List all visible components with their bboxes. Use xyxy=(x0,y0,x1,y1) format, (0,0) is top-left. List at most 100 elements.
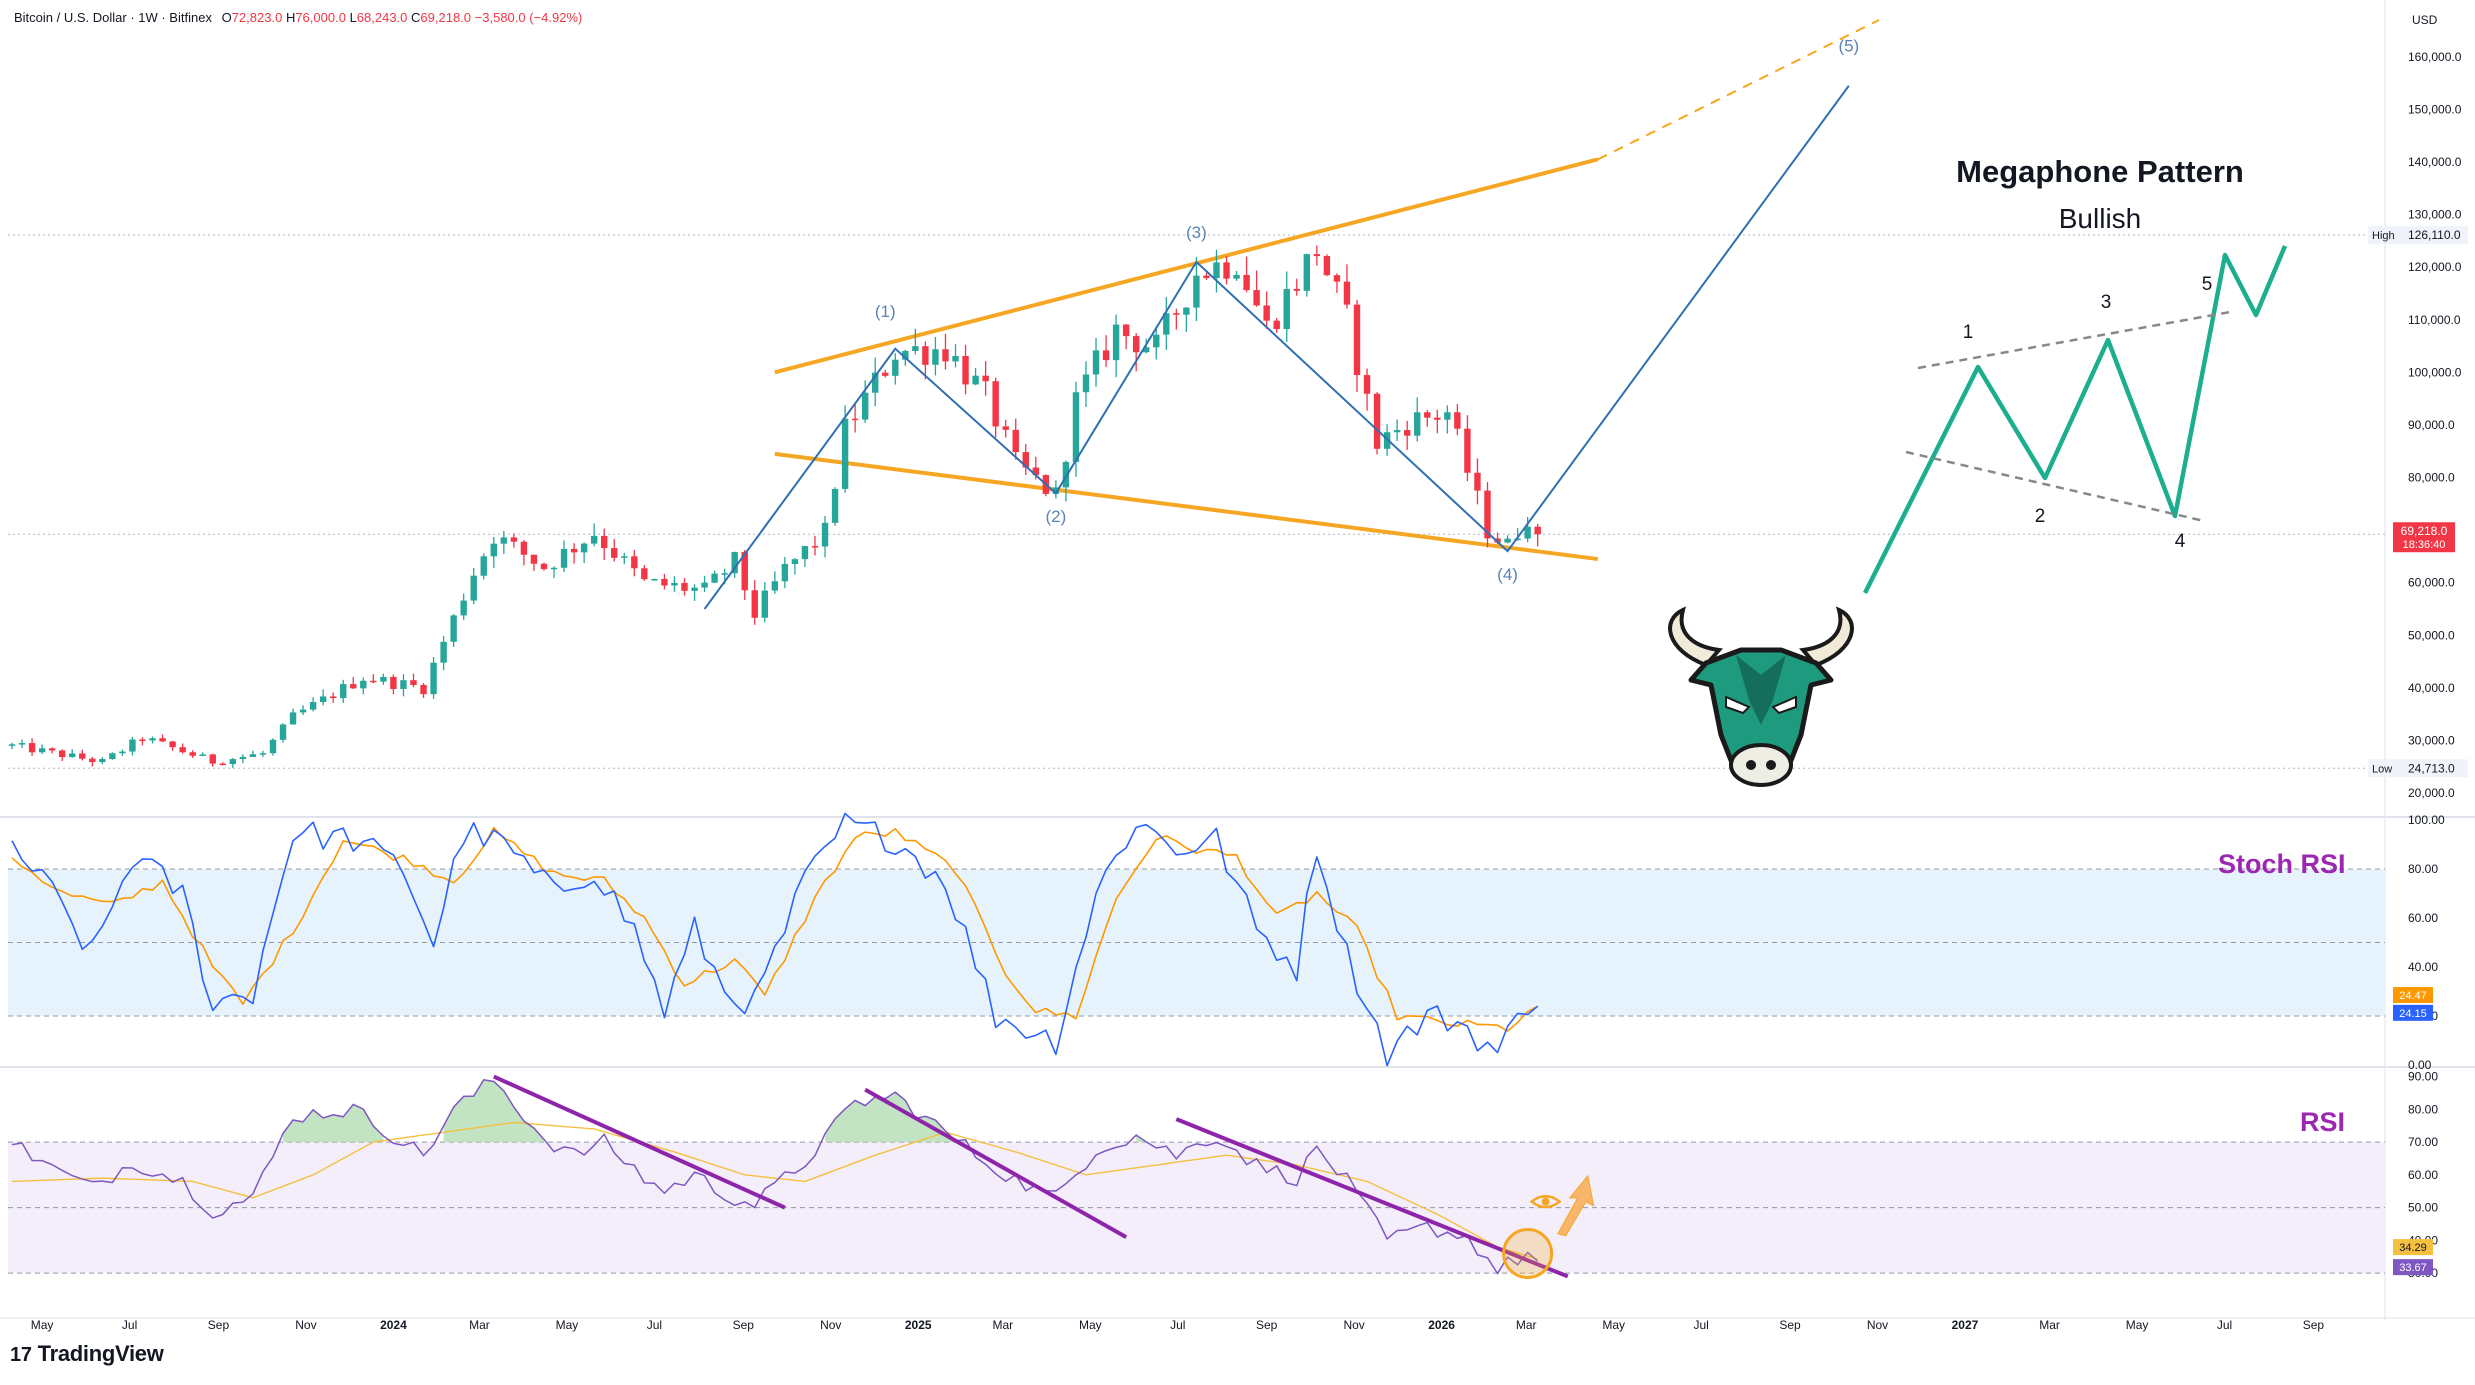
tradingview-logo[interactable]: 17 TradingView xyxy=(10,1341,164,1366)
candle-body xyxy=(1002,426,1009,430)
candle-body xyxy=(79,753,86,759)
price-tick-label: 130,000.0 xyxy=(2408,208,2462,222)
candle-body xyxy=(641,568,648,580)
time-tick-label: May xyxy=(1602,1318,1625,1332)
candle-body xyxy=(590,535,598,544)
time-tick-label: Nov xyxy=(820,1318,841,1332)
candle-body xyxy=(28,743,36,753)
stoch-d-line xyxy=(11,826,1539,1032)
bull-horn-left-icon xyxy=(1668,606,1723,668)
candle-body xyxy=(500,537,508,544)
stoch-k-line xyxy=(11,812,1539,1067)
candle-body xyxy=(139,739,146,742)
pattern-wave-label: 5 xyxy=(2202,274,2213,295)
rsi-ma-tag: 34.29 xyxy=(2393,1239,2433,1256)
candle-body xyxy=(149,738,156,741)
candle-body xyxy=(1434,417,1441,420)
price-marker-value: 126,110.0 xyxy=(2408,228,2461,242)
candle-body xyxy=(470,575,477,601)
candle-body xyxy=(651,578,658,581)
candle-body xyxy=(229,759,237,765)
candle-body xyxy=(560,548,568,568)
tag-bg xyxy=(2393,987,2433,1004)
candle-body xyxy=(179,747,186,753)
low-value: 68,243.0 xyxy=(356,10,408,25)
candle-body xyxy=(1072,392,1080,462)
candle-body xyxy=(48,748,56,751)
candle-body xyxy=(922,346,929,365)
candle-body xyxy=(681,582,688,591)
tag-bg xyxy=(2393,1004,2433,1021)
candle-body xyxy=(189,752,196,756)
candle-body xyxy=(510,537,518,542)
high-marker: High 126,110.0 xyxy=(2368,226,2468,245)
candle-body xyxy=(1424,412,1431,418)
candle-body xyxy=(1464,428,1471,473)
candle-body xyxy=(1203,275,1210,279)
candle-body xyxy=(1524,526,1531,539)
candle-body xyxy=(450,615,457,642)
tag-bg xyxy=(2393,1259,2433,1276)
pattern-wave-label: 1 xyxy=(1963,322,1974,343)
time-tick-label: 2026 xyxy=(1428,1318,1455,1332)
time-tick-label: Mar xyxy=(1516,1318,1537,1332)
candle-body xyxy=(761,590,768,618)
candle-body xyxy=(58,750,66,758)
candle-body xyxy=(159,738,166,742)
last-price-bg xyxy=(2393,522,2455,553)
candle-body xyxy=(370,680,377,683)
candle-body xyxy=(671,582,678,586)
pattern-wave-label: 4 xyxy=(2175,531,2186,552)
symbol-title[interactable]: Bitcoin / U.S. Dollar · 1W · Bitfinex xyxy=(14,10,212,25)
candle-body xyxy=(631,556,638,569)
rsi-tick-label: 90.00 xyxy=(2408,1070,2438,1084)
candle-body xyxy=(259,753,267,755)
time-tick-label: Jul xyxy=(1170,1318,1185,1332)
pattern-wave-label: 3 xyxy=(2101,292,2112,313)
time-tick-label: Sep xyxy=(733,1318,755,1332)
candle-body xyxy=(199,754,206,756)
pattern-zigzag xyxy=(1862,245,2288,595)
candle-body xyxy=(430,662,437,695)
candle-body xyxy=(480,556,487,576)
price-marker-label: High xyxy=(2372,230,2395,242)
candle-body xyxy=(691,587,698,591)
candle-body xyxy=(611,548,618,558)
price-tick-label: 20,000.0 xyxy=(2408,786,2455,800)
time-tick-label: 2024 xyxy=(380,1318,407,1332)
candle-body xyxy=(570,548,578,553)
high-value: 76,000.0 xyxy=(295,10,346,25)
candle-body xyxy=(129,739,136,752)
stoch-tick-label: 100.00 xyxy=(2408,813,2445,827)
stoch-tick-label: 80.00 xyxy=(2408,862,2438,876)
time-tick-label: May xyxy=(556,1318,579,1332)
change-value: −3,580.0 (−4.92%) xyxy=(474,10,583,25)
candle-body xyxy=(18,743,26,745)
candle-body xyxy=(289,712,297,725)
eye-icon xyxy=(1529,1194,1562,1209)
candle-body xyxy=(1323,256,1331,276)
candle-body xyxy=(340,684,347,699)
candle-body xyxy=(861,392,869,420)
candle-body xyxy=(701,582,708,588)
candle-body xyxy=(962,356,969,385)
candle-body xyxy=(350,684,357,689)
candle-body xyxy=(1313,254,1321,257)
candle-body xyxy=(309,702,317,710)
candle-body xyxy=(1163,313,1170,335)
candle-body xyxy=(1233,274,1240,279)
price-tick-label: 150,000.0 xyxy=(2408,102,2462,116)
wave-label: (5) xyxy=(1838,37,1859,56)
candle-body xyxy=(249,754,257,757)
price-tick-label: 30,000.0 xyxy=(2408,733,2455,747)
rsi-overbought-fill xyxy=(443,1079,544,1143)
tag-bg xyxy=(2393,1239,2433,1256)
time-tick-label: Mar xyxy=(469,1318,490,1332)
candle-body xyxy=(239,756,247,760)
time-tick-label: Sep xyxy=(2303,1318,2325,1332)
candle-body xyxy=(410,680,417,685)
candle-body xyxy=(319,696,327,703)
megaphone-upper-line xyxy=(774,157,1599,375)
